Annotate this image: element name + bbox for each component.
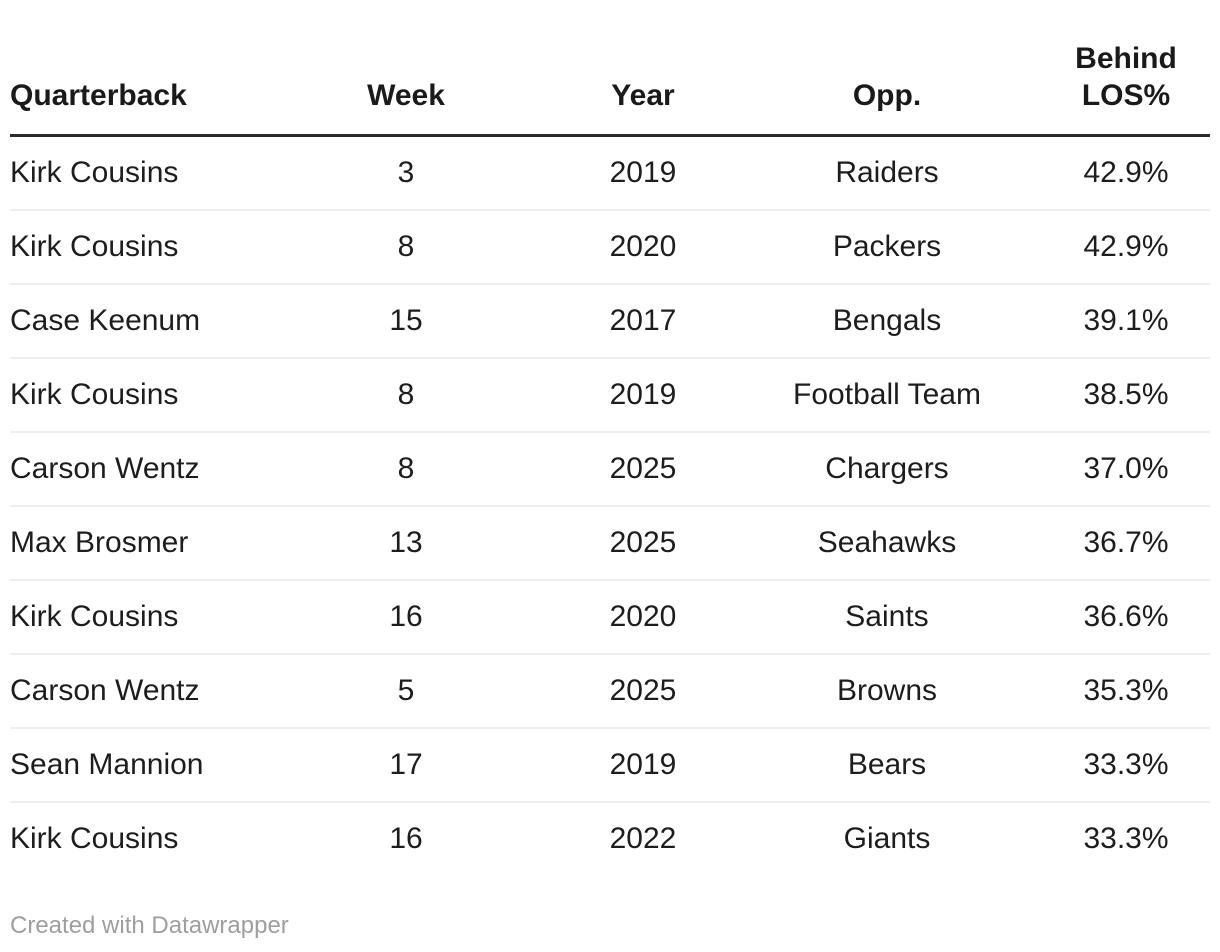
cell-week: 8 [258, 358, 554, 433]
cell-quarterback: Kirk Cousins [10, 210, 258, 285]
cell-year: 2019 [554, 728, 732, 803]
cell-quarterback: Kirk Cousins [10, 822, 179, 855]
column-header-behind_los: Behind LOS% [1042, 0, 1210, 137]
table-row: Kirk Cousins 3 2019 Raiders 42.9% [10, 135, 1210, 211]
table-row: Kirk Cousins 8 2019 Football Team 38.5% [10, 358, 1210, 433]
cell-quarterback: Case Keenum [10, 284, 258, 359]
cell-week: 13 [258, 506, 554, 581]
cell-behind_los: 36.7% [1042, 506, 1210, 581]
cell-opp: Raiders [732, 135, 1042, 211]
table-row: Sean Mannion 17 2019 Bears 33.3% [10, 728, 1210, 803]
cell-behind_los: 35.3% [1042, 654, 1210, 729]
cell-year: 2019 [554, 358, 732, 433]
cell-opp: Seahawks [732, 506, 1042, 581]
cell-week: 16 [258, 580, 554, 655]
cell-opp: Saints [732, 580, 1042, 655]
cell-year: 2022 [609, 822, 677, 855]
stats-table: Quarterback Week Year Opp. Behind LOS% Kirk … [10, 0, 1210, 875]
cell-week: 8 [258, 210, 554, 285]
cell-year: 2025 [554, 432, 732, 507]
cell-year: 2019 [554, 135, 732, 211]
cell-week: 16 [389, 822, 423, 855]
cell-opp: Chargers [732, 432, 1042, 507]
cell-week: 8 [258, 432, 554, 507]
cell-week: 15 [258, 284, 554, 359]
cell-week: 5 [258, 654, 554, 729]
cell-opp: Football Team [732, 358, 1042, 433]
table-row: Carson Wentz 8 2025 Chargers 37.0% [10, 432, 1210, 507]
cell-behind_los: 39.1% [1042, 284, 1210, 359]
cell-quarterback: Max Brosmer [10, 506, 258, 581]
cell-quarterback: Carson Wentz [10, 432, 258, 507]
cell-quarterback: Carson Wentz [10, 654, 258, 729]
cell-opp: Giants [843, 822, 931, 855]
cell-year: 2020 [554, 210, 732, 285]
header-row: Quarterback Week Year Opp. Behind LOS% [10, 0, 1210, 137]
cell-year: 2025 [554, 654, 732, 729]
cell-behind_los: 42.9% [1042, 210, 1210, 285]
cell-opp: Packers [732, 210, 1042, 285]
cell-week: 17 [258, 728, 554, 803]
table-row: Max Brosmer 13 2025 Seahawks 36.7% [10, 506, 1210, 581]
table-container: Quarterback Week Year Opp. Behind LOS% Kirk … [10, 0, 1210, 875]
cell-behind_los: 33.3% [1083, 822, 1169, 855]
cell-year: 2020 [554, 580, 732, 655]
column-header-year: Year [554, 0, 732, 137]
cell-quarterback: Kirk Cousins [10, 135, 258, 211]
table-row: Kirk Cousins 8 2020 Packers 42.9% [10, 210, 1210, 285]
column-header-opp: Opp. [732, 0, 1042, 137]
table-row: Case Keenum 15 2017 Bengals 39.1% [10, 284, 1210, 359]
table-row: Kirk Cousins 16 2020 Saints 36.6% [10, 580, 1210, 655]
column-header-quarterback: Quarterback [10, 0, 258, 137]
cell-opp: Bears [732, 728, 1042, 803]
cell-quarterback: Kirk Cousins [10, 580, 258, 655]
cell-quarterback: Kirk Cousins [10, 358, 258, 433]
attribution-link[interactable]: Created with Datawrapper [10, 912, 289, 939]
cell-year: 2017 [554, 284, 732, 359]
cell-year: 2025 [554, 506, 732, 581]
table-row: Carson Wentz 5 2025 Browns 35.3% [10, 654, 1210, 729]
cell-opp: Browns [732, 654, 1042, 729]
cell-behind_los: 36.6% [1042, 580, 1210, 655]
cell-behind_los: 37.0% [1042, 432, 1210, 507]
cell-quarterback: Sean Mannion [10, 728, 258, 803]
cell-opp: Bengals [732, 284, 1042, 359]
attribution: Created with Datawrapper [10, 911, 1210, 941]
cell-behind_los: 42.9% [1042, 135, 1210, 211]
table-row: Kirk Cousins 16 2022 Giants 33.3% [10, 802, 1210, 875]
cell-behind_los: 33.3% [1042, 728, 1210, 803]
column-header-week: Week [258, 0, 554, 137]
cell-week: 3 [258, 135, 554, 211]
cell-behind_los: 38.5% [1042, 358, 1210, 433]
